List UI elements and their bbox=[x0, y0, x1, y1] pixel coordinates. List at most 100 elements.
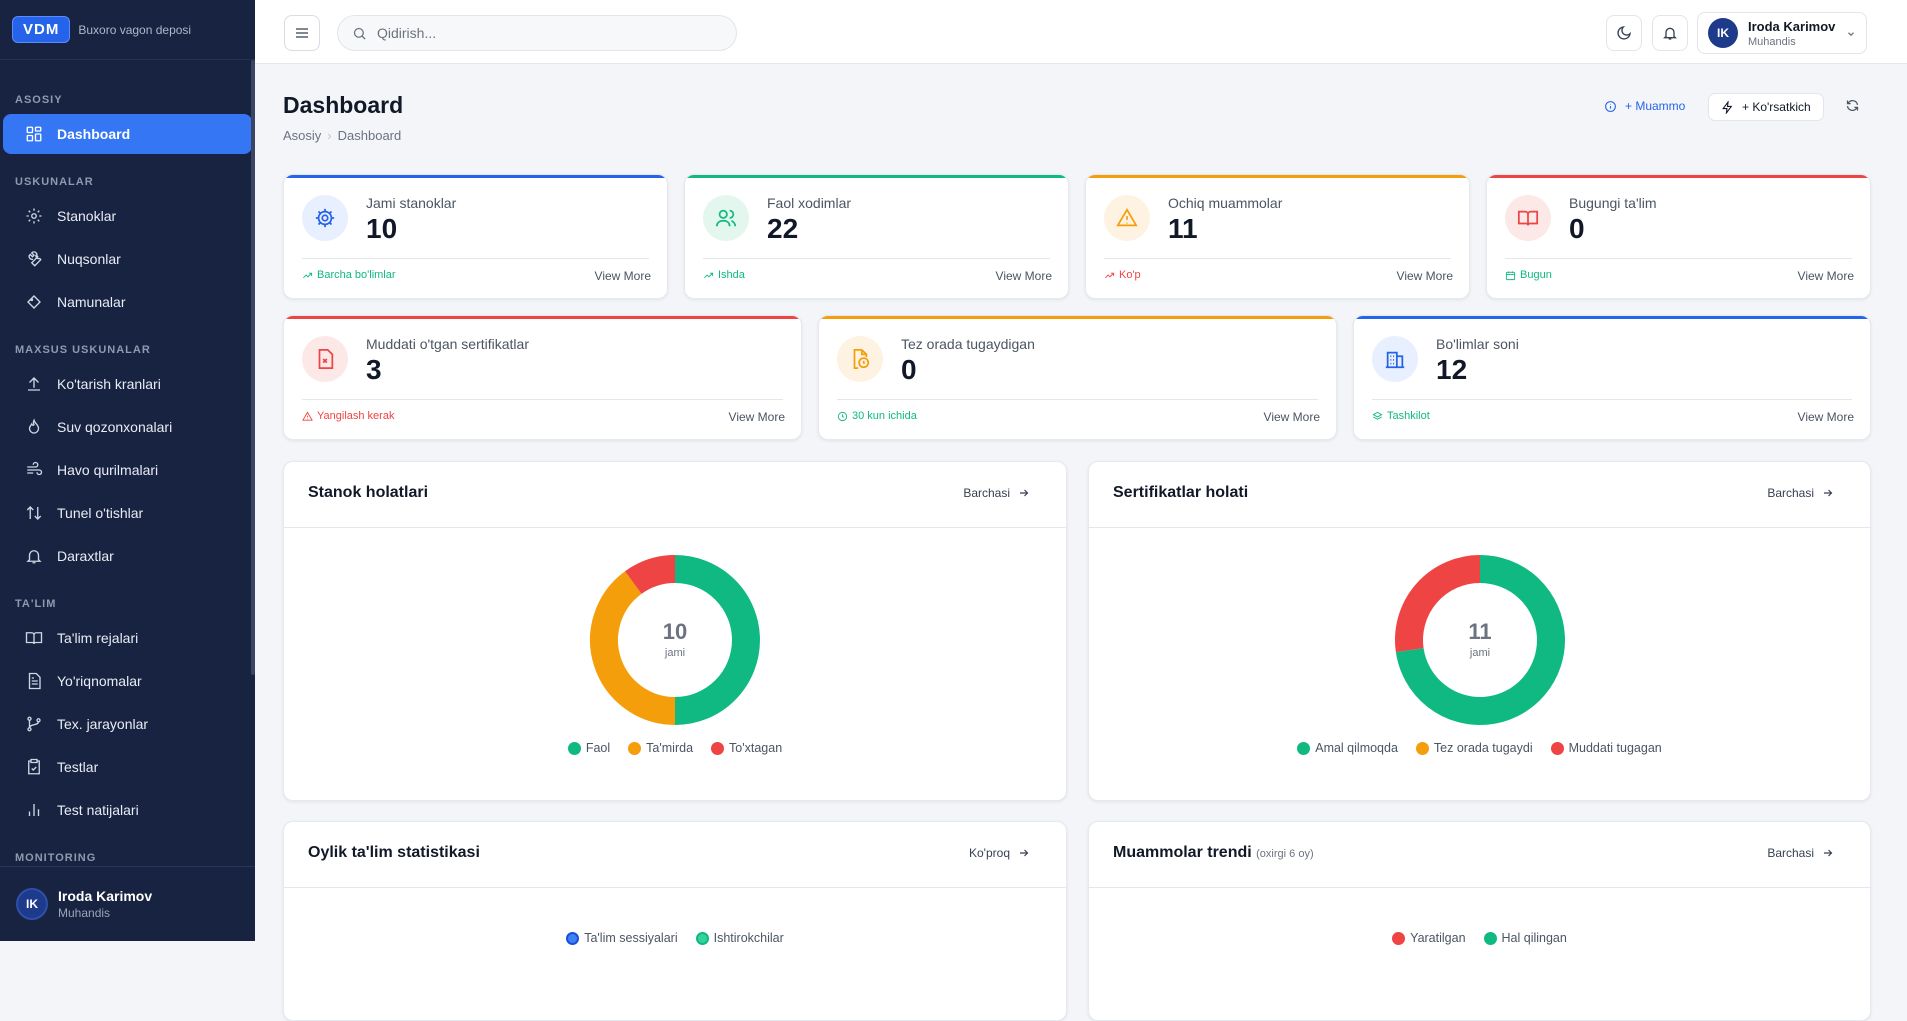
brand-name: Buxoro vagon deposi bbox=[78, 22, 192, 37]
chart-legend: Amal qilmoqda Tez orada tugaydi Muddati … bbox=[1089, 741, 1870, 755]
stat-value: 0 bbox=[901, 354, 917, 385]
sidebar-item-havo[interactable]: Havo qurilmalari bbox=[3, 450, 252, 490]
stat-card-muammolar[interactable]: Ochiq muammolar 11 Ko'p View More bbox=[1085, 174, 1470, 299]
view-more-link[interactable]: View More bbox=[1797, 269, 1854, 283]
link-label: Barchasi bbox=[963, 486, 1010, 500]
panel-subtitle: (oxirgi 6 oy) bbox=[1256, 848, 1314, 860]
legend-item[interactable]: Faol bbox=[567, 741, 610, 755]
breadcrumb-item[interactable]: Asosiy bbox=[283, 128, 322, 143]
gear-icon bbox=[315, 208, 335, 228]
donut-slice-ta-mirda[interactable] bbox=[590, 571, 676, 725]
sidebar-item-natijalar[interactable]: Test natijalari bbox=[3, 790, 252, 830]
view-more-link[interactable]: View More bbox=[1263, 410, 1320, 424]
view-more-link[interactable]: View More bbox=[594, 269, 651, 283]
sidebar-scrollbar[interactable] bbox=[251, 60, 255, 675]
barchasi-link[interactable]: Barchasi bbox=[1767, 486, 1834, 500]
view-more-link[interactable]: View More bbox=[995, 269, 1052, 283]
legend-dot bbox=[1415, 741, 1429, 755]
donut-slice-to-xtagan[interactable] bbox=[625, 555, 676, 595]
panel-title: Sertifikatlar holati bbox=[1113, 484, 1249, 501]
view-more-link[interactable]: View More bbox=[1396, 269, 1453, 283]
sidebar-item-stanoklar[interactable]: Stanoklar bbox=[3, 196, 252, 236]
view-more-link[interactable]: View More bbox=[1797, 410, 1854, 424]
donut-slice-muddati-tugagan[interactable] bbox=[1394, 555, 1481, 653]
menu-icon bbox=[296, 28, 308, 38]
sidebar-item-label: Namunalar bbox=[57, 294, 126, 310]
sidebar-item-namunalar[interactable]: Namunalar bbox=[3, 282, 252, 322]
section-asosiy: ASOSIY bbox=[15, 94, 63, 106]
stat-foot-label: Bugun bbox=[1520, 269, 1552, 281]
koproq-link[interactable]: Ko'proq bbox=[969, 846, 1030, 860]
legend-item[interactable]: Muddati tugagan bbox=[1550, 741, 1662, 755]
sidebar-item-kranlar[interactable]: Ko'tarish kranlari bbox=[3, 364, 252, 404]
panel-sertifikatlar-holati: Sertifikatlar holati Barchasi 11 jami Ama… bbox=[1088, 461, 1871, 801]
stat-card-tez-orada[interactable]: Tez orada tugaydigan 0 30 kun ichida Vie… bbox=[818, 315, 1337, 440]
sidebar-item-label: Daraxtlar bbox=[57, 548, 114, 564]
theme-toggle-button[interactable] bbox=[1606, 15, 1642, 51]
alert-triangle-icon bbox=[302, 410, 313, 421]
barchasi-link[interactable]: Barchasi bbox=[1767, 846, 1834, 860]
stat-foot: Barcha bo'limlar bbox=[302, 269, 396, 281]
legend-item[interactable]: Hal qilingan bbox=[1483, 931, 1567, 945]
sidebar-item-tunel[interactable]: Tunel o'tishlar bbox=[3, 493, 252, 533]
barchasi-link[interactable]: Barchasi bbox=[963, 486, 1030, 500]
sidebar-item-qozonxonalar[interactable]: Suv qozonxonalari bbox=[3, 407, 252, 447]
divider bbox=[1089, 887, 1870, 888]
arrow-right-icon bbox=[1824, 849, 1833, 857]
sidebar-item-label: Nuqsonlar bbox=[57, 251, 121, 267]
sidebar-item-jarayonlar[interactable]: Tex. jarayonlar bbox=[3, 704, 252, 744]
sidebar-item-rejalar[interactable]: Ta'lim rejalari bbox=[3, 618, 252, 658]
brand-logo[interactable]: VDM bbox=[12, 16, 71, 43]
link-label: Barchasi bbox=[1767, 486, 1814, 500]
sidebar: VDM Buxoro vagon deposi ASOSIY Dashboard… bbox=[0, 0, 255, 941]
view-more-link[interactable]: View More bbox=[728, 410, 785, 424]
sidebar-item-yoriqnomalar[interactable]: Yo'riqnomalar bbox=[3, 661, 252, 701]
chart-legend: Faol Ta'mirda To'xtagan bbox=[284, 741, 1066, 755]
search-icon bbox=[353, 27, 366, 40]
stat-foot-label: 30 kun ichida bbox=[852, 410, 917, 422]
legend-item[interactable]: Yaratilgan bbox=[1392, 931, 1466, 945]
notifications-button[interactable] bbox=[1652, 15, 1688, 51]
sidebar-item-nuqsonlar[interactable]: Nuqsonlar bbox=[3, 239, 252, 279]
brand[interactable]: VDM Buxoro vagon deposi bbox=[0, 0, 255, 60]
donut-center-label: jami bbox=[1468, 647, 1489, 659]
search-box[interactable] bbox=[337, 15, 737, 51]
search-input[interactable] bbox=[377, 25, 697, 41]
stat-card-bolimlar[interactable]: Bo'limlar soni 12 Tashkilot View More bbox=[1353, 315, 1871, 440]
stat-label: Ochiq muammolar bbox=[1168, 195, 1283, 211]
trending-up-icon bbox=[704, 272, 714, 278]
building-icon bbox=[1385, 351, 1405, 369]
user-menu[interactable]: IK Iroda Karimov Muhandis bbox=[1697, 12, 1867, 54]
legend-dot bbox=[1550, 741, 1564, 755]
divider bbox=[284, 527, 1066, 528]
stat-card-xodimlar[interactable]: Faol xodimlar 22 Ishda View More bbox=[684, 174, 1069, 299]
panel-stanok-holatlari: Stanok holatlari Barchasi 10 jami Faol Ta… bbox=[283, 461, 1067, 801]
menu-toggle-button[interactable] bbox=[284, 15, 320, 51]
sidebar-item-testlar[interactable]: Testlar bbox=[3, 747, 252, 787]
legend-item[interactable]: To'xtagan bbox=[711, 741, 782, 755]
wind-icon bbox=[27, 461, 43, 476]
donut-slice-amal-qilmoqda[interactable] bbox=[1395, 555, 1565, 725]
stat-card-talim[interactable]: Bugungi ta'lim 0 Bugun View More bbox=[1486, 174, 1871, 299]
stat-card-muddati-otgan[interactable]: Muddati o'tgan sertifikatlar 3 Yangilash… bbox=[283, 315, 802, 440]
legend-item[interactable]: Ishtirokchilar bbox=[695, 931, 784, 945]
legend-item[interactable]: Amal qilmoqda bbox=[1297, 741, 1398, 755]
sidebar-item-daraxtlar[interactable]: Daraxtlar bbox=[3, 536, 252, 576]
refresh-button[interactable] bbox=[1845, 98, 1860, 118]
stat-label: Faol xodimlar bbox=[767, 195, 852, 211]
add-muammo-button[interactable]: + Muammo bbox=[1604, 99, 1685, 113]
arrows-up-down-icon bbox=[26, 506, 42, 520]
legend-dot bbox=[1297, 741, 1311, 755]
legend-item[interactable]: Tez orada tugaydi bbox=[1415, 741, 1533, 755]
donut-slice-faol[interactable] bbox=[674, 555, 760, 725]
card-accent bbox=[1354, 316, 1870, 319]
legend-item[interactable]: Ta'lim sessiyalari bbox=[566, 931, 678, 945]
add-korsatkich-button[interactable]: + Ko'rsatkich bbox=[1708, 93, 1824, 121]
sidebar-user[interactable]: IK Iroda Karimov Muhandis bbox=[0, 866, 255, 941]
legend-item[interactable]: Ta'mirda bbox=[628, 741, 693, 755]
stat-value: 0 bbox=[1569, 213, 1585, 244]
stat-card-stanoklar[interactable]: Jami stanoklar 10 Barcha bo'limlar View … bbox=[283, 174, 668, 299]
section-monitoring: MONITORING bbox=[15, 852, 97, 864]
breadcrumb: Asosiy › Dashboard bbox=[283, 128, 401, 143]
sidebar-item-dashboard[interactable]: Dashboard bbox=[3, 114, 252, 154]
